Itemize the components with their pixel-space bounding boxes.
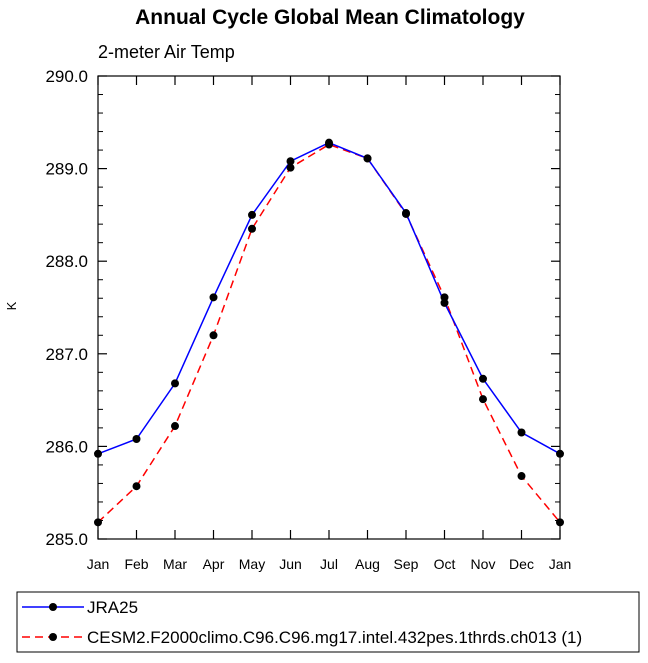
legend-marker-2 [49, 633, 57, 641]
legend-label-1: JRA25 [87, 598, 138, 617]
y-tick-label: 290.0 [45, 67, 88, 86]
series-line-2 [97, 143, 561, 523]
series-1-point [440, 298, 449, 307]
series-1-point [363, 154, 372, 163]
x-tick-label: Jan [87, 556, 110, 572]
series-1-point [132, 434, 141, 443]
legend-box [16, 591, 640, 653]
x-tick-label: Jul [320, 556, 338, 572]
x-tick-label: Jan [549, 556, 572, 572]
series-2-point [171, 422, 179, 431]
series-1-point [556, 449, 564, 458]
plot-area: 285.0 286.0 287.0 288.0 289.0 290.0 Jan Feb Mar A… [45, 67, 571, 572]
series-1-point [248, 210, 256, 219]
x-tick-label: Nov [471, 556, 496, 572]
series-line-1 [97, 141, 561, 455]
series-1-point [286, 157, 295, 166]
x-tick-label: Aug [355, 556, 380, 572]
series-1-point [325, 138, 333, 147]
x-tick-label: Dec [509, 556, 534, 572]
series-2-point [479, 395, 487, 404]
y-axis-label: K [4, 301, 19, 310]
chart-title: Annual Cycle Global Mean Climatology [135, 6, 525, 29]
series-1-point [479, 374, 487, 383]
series-2-point [440, 293, 449, 302]
x-tick-label: Jun [279, 556, 302, 572]
x-tick-label: Oct [434, 556, 456, 572]
y-tick-label: 285.0 [45, 530, 88, 549]
series-2-point [517, 472, 526, 481]
series-2-point [94, 518, 102, 527]
series-1-point [171, 379, 179, 388]
series-1-point [402, 209, 410, 218]
x-tick-label: Feb [124, 556, 148, 572]
series-2-point [132, 482, 141, 491]
series-1-point [517, 428, 526, 437]
y-tick-label: 289.0 [45, 160, 88, 179]
series-2-point [286, 163, 295, 172]
y-tick-label: 287.0 [45, 345, 88, 364]
series-2-point [248, 224, 256, 233]
y-tick-label: 288.0 [45, 252, 88, 271]
legend-marker-1 [49, 603, 57, 611]
legend: JRA25 CESM2.F2000climo.C96.C96.mg17.intel… [16, 591, 640, 653]
x-tick-label: Mar [163, 556, 187, 572]
y-tick-label: 286.0 [45, 437, 88, 456]
series-2-point [556, 518, 564, 527]
x-tick-label: Sep [394, 556, 419, 572]
x-tick-label: May [239, 556, 265, 572]
chart-subtitle: 2-meter Air Temp [98, 42, 235, 62]
legend-label-2: CESM2.F2000climo.C96.C96.mg17.intel.432p… [87, 628, 582, 647]
series-1-point [94, 449, 102, 458]
series-1-point [209, 293, 218, 302]
series-2-point [209, 331, 218, 340]
x-tick-label: Apr [203, 556, 225, 572]
